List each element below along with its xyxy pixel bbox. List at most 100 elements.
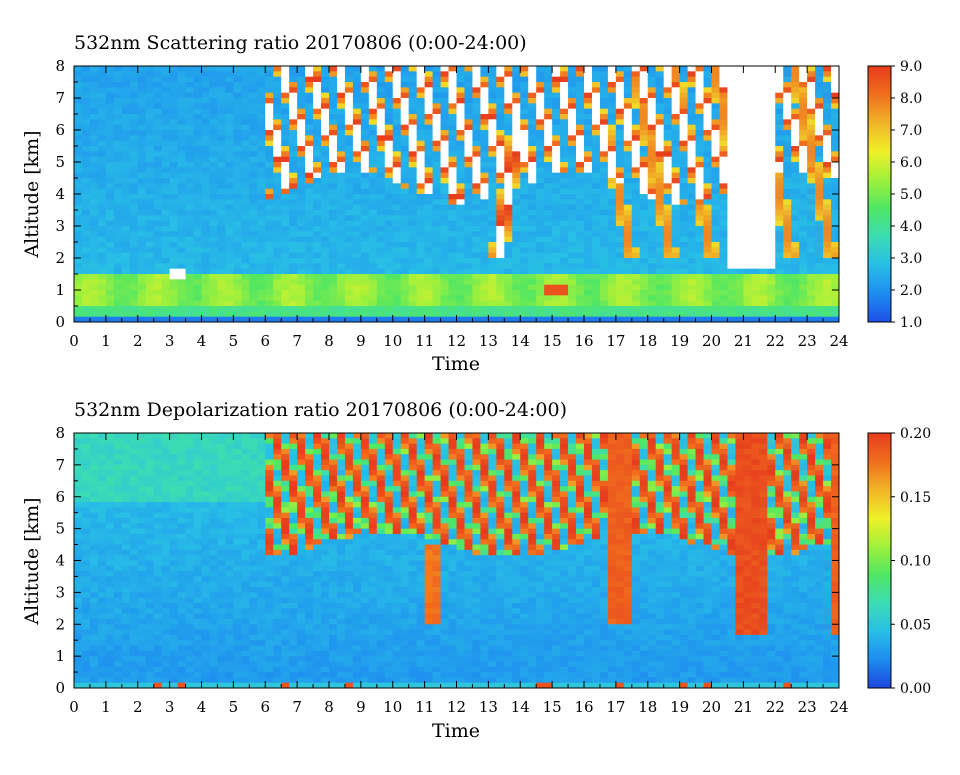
heatmap-cell [656, 231, 664, 237]
heatmap-cell [480, 231, 488, 237]
heatmap-cell [178, 274, 186, 280]
heatmap-cell [321, 210, 329, 216]
heatmap-cell [393, 162, 401, 168]
heatmap-cell [640, 306, 648, 312]
heatmap-cell [552, 253, 560, 259]
heatmap-cell [186, 146, 194, 152]
heatmap-cell [90, 460, 98, 466]
heatmap-cell [743, 167, 751, 173]
heatmap-cell [265, 279, 273, 285]
heatmap-cell [273, 125, 281, 131]
heatmap-cell [449, 301, 457, 307]
heatmap-cell [719, 306, 727, 312]
heatmap-cell [449, 141, 457, 147]
heatmap-cell [377, 87, 385, 93]
heatmap-cell [377, 109, 385, 115]
heatmap-cell [767, 210, 775, 216]
heatmap-cell [600, 279, 608, 285]
heatmap-cell [329, 167, 337, 173]
heatmap-cell [369, 151, 377, 157]
heatmap-cell [249, 221, 257, 227]
heatmap-cell [138, 71, 146, 77]
heatmap-cell [759, 103, 767, 109]
heatmap-cell [688, 247, 696, 253]
heatmap-cell [225, 237, 233, 243]
heatmap-cell [281, 77, 289, 83]
heatmap-cell [504, 114, 512, 120]
heatmap-cell [815, 167, 823, 173]
heatmap-cell [600, 237, 608, 243]
heatmap-cell [815, 87, 823, 93]
heatmap-cell [433, 77, 441, 83]
heatmap-cell [393, 141, 401, 147]
heatmap-cell [154, 231, 162, 237]
heatmap-cell [122, 157, 130, 163]
heatmap-cell [640, 290, 648, 296]
heatmap-cell [265, 98, 273, 104]
heatmap-cell [457, 226, 465, 232]
heatmap-cell [74, 215, 82, 221]
heatmap-cell [544, 258, 552, 264]
heatmap-cell [584, 71, 592, 77]
heatmap-cell [544, 141, 552, 147]
heatmap-cell [680, 103, 688, 109]
heatmap-cell [385, 215, 393, 221]
scattering-ratio-ylabel: Altitude [km] [21, 130, 43, 258]
heatmap-cell [536, 71, 544, 77]
heatmap-cell [361, 114, 369, 120]
heatmap-cell [233, 290, 241, 296]
heatmap-cell [146, 98, 154, 104]
heatmap-cell [536, 125, 544, 131]
heatmap-cell [496, 199, 504, 205]
heatmap-cell [672, 215, 680, 221]
heatmap-cell [257, 274, 265, 280]
heatmap-cell [233, 226, 241, 232]
heatmap-cell [696, 242, 704, 248]
heatmap-cell [576, 215, 584, 221]
heatmap-cell [632, 199, 640, 205]
heatmap-cell [233, 215, 241, 221]
heatmap-cell [353, 173, 361, 179]
heatmap-cell [297, 258, 305, 264]
heatmap-cell [719, 151, 727, 157]
heatmap-cell [512, 157, 520, 163]
heatmap-cell [759, 253, 767, 259]
heatmap-cell [680, 231, 688, 237]
heatmap-cell [584, 183, 592, 189]
heatmap-cell [791, 290, 799, 296]
heatmap-cell [297, 71, 305, 77]
heatmap-cell [393, 157, 401, 163]
heatmap-cell [600, 151, 608, 157]
heatmap-cell [90, 561, 98, 567]
heatmap-cell [138, 290, 146, 296]
heatmap-cell [241, 189, 249, 195]
heatmap-cell [281, 306, 289, 312]
heatmap-cell [560, 93, 568, 99]
x-tick-label: 24 [829, 332, 848, 350]
x-tick-label: 0 [69, 332, 79, 350]
heatmap-cell [464, 290, 472, 296]
heatmap-cell [791, 71, 799, 77]
heatmap-cell [146, 162, 154, 168]
heatmap-cell [791, 151, 799, 157]
heatmap-cell [170, 242, 178, 248]
heatmap-cell [727, 263, 735, 269]
heatmap-cell [823, 279, 831, 285]
heatmap-cell [377, 77, 385, 83]
heatmap-cell [576, 205, 584, 211]
heatmap-cell [536, 285, 544, 291]
heatmap-cell [799, 226, 807, 232]
heatmap-cell [488, 98, 496, 104]
heatmap-cell [186, 221, 194, 227]
heatmap-cell [257, 87, 265, 93]
heatmap-cell [472, 119, 480, 125]
heatmap-cell [353, 311, 361, 317]
heatmap-cell [775, 151, 783, 157]
heatmap-cell [178, 162, 186, 168]
heatmap-cell [441, 66, 449, 72]
heatmap-cell [98, 576, 106, 582]
heatmap-cell [90, 667, 98, 673]
heatmap-cell [225, 210, 233, 216]
heatmap-cell [815, 306, 823, 312]
heatmap-cell [608, 279, 616, 285]
